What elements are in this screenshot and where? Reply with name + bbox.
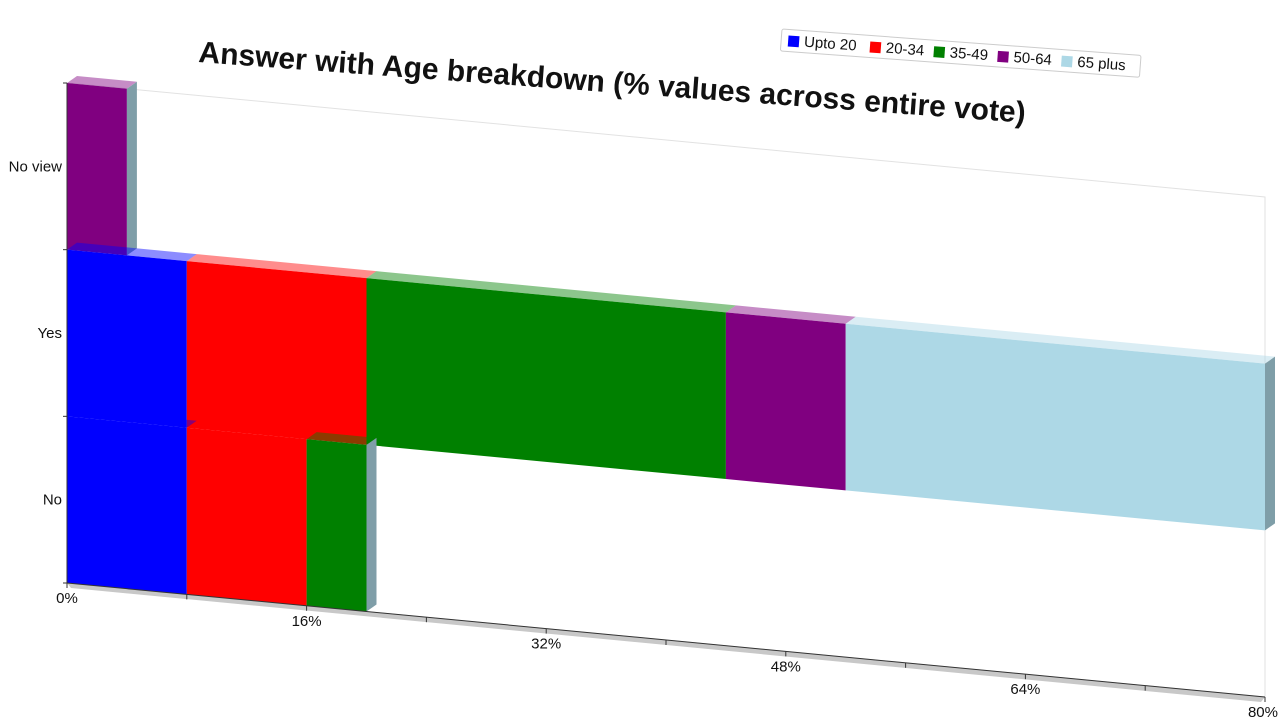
bar-1-3 (725, 312, 846, 491)
bar-2-1 (186, 427, 307, 606)
legend-swatch-0 (787, 35, 800, 48)
x-tick-label-0: 0% (56, 590, 78, 607)
bar-top-1-2 (366, 271, 736, 313)
x-tick-label-4: 64% (1010, 681, 1040, 698)
legend-label-0: Upto 20 (803, 34, 857, 55)
category-label-2: No (43, 492, 62, 509)
bar-side-2 (366, 437, 377, 612)
bar-top-0-3 (67, 76, 137, 89)
axes-group: No view Yes No 0% 16% 32% 48% 64% 80% (9, 82, 1278, 720)
legend-label-3: 50-64 (1013, 49, 1053, 69)
bar-0-3 (67, 83, 127, 256)
legend-box: Upto 20 20-34 35-49 50-64 65 plus (780, 28, 1142, 78)
bar-top-2-1 (186, 420, 317, 440)
legend-label-2: 35-49 (949, 44, 989, 64)
bars-group (67, 76, 1275, 612)
category-label-1: Yes (38, 325, 62, 342)
bar-top-1-3 (725, 305, 856, 324)
bar-1-0 (67, 249, 187, 428)
legend-label-4: 65 plus (1077, 54, 1126, 74)
bar-1-4 (845, 323, 1265, 531)
legend-label-1: 20-34 (885, 40, 925, 60)
bar-1-1 (186, 261, 367, 445)
x-tick-label-2: 32% (531, 636, 561, 653)
bar-2-2 (306, 439, 367, 612)
legend-swatch-2 (933, 46, 946, 58)
bar-top-2-2 (306, 432, 377, 445)
legend-frame (780, 28, 1142, 78)
bar-top-1-0 (67, 242, 197, 262)
x-tick-label-3: 48% (771, 658, 801, 675)
x-tick-label-1: 16% (292, 613, 322, 630)
bar-2-0 (67, 416, 187, 595)
legend-swatch-3 (997, 50, 1009, 63)
bar-side-1 (1265, 356, 1275, 531)
legend-swatch-1 (869, 41, 882, 54)
legend: Upto 20 20-34 35-49 50-64 65 plus (780, 28, 1142, 78)
category-label-0: No view (9, 158, 63, 175)
bar-side-0 (126, 81, 137, 256)
x-tick-label-5: 80% (1248, 704, 1278, 720)
bar-top-1-4 (845, 316, 1275, 364)
legend-swatch-4 (1061, 55, 1073, 68)
bar-top-2-0 (67, 409, 197, 428)
bar-1-2 (366, 278, 726, 480)
bar-top-1-1 (186, 254, 377, 279)
